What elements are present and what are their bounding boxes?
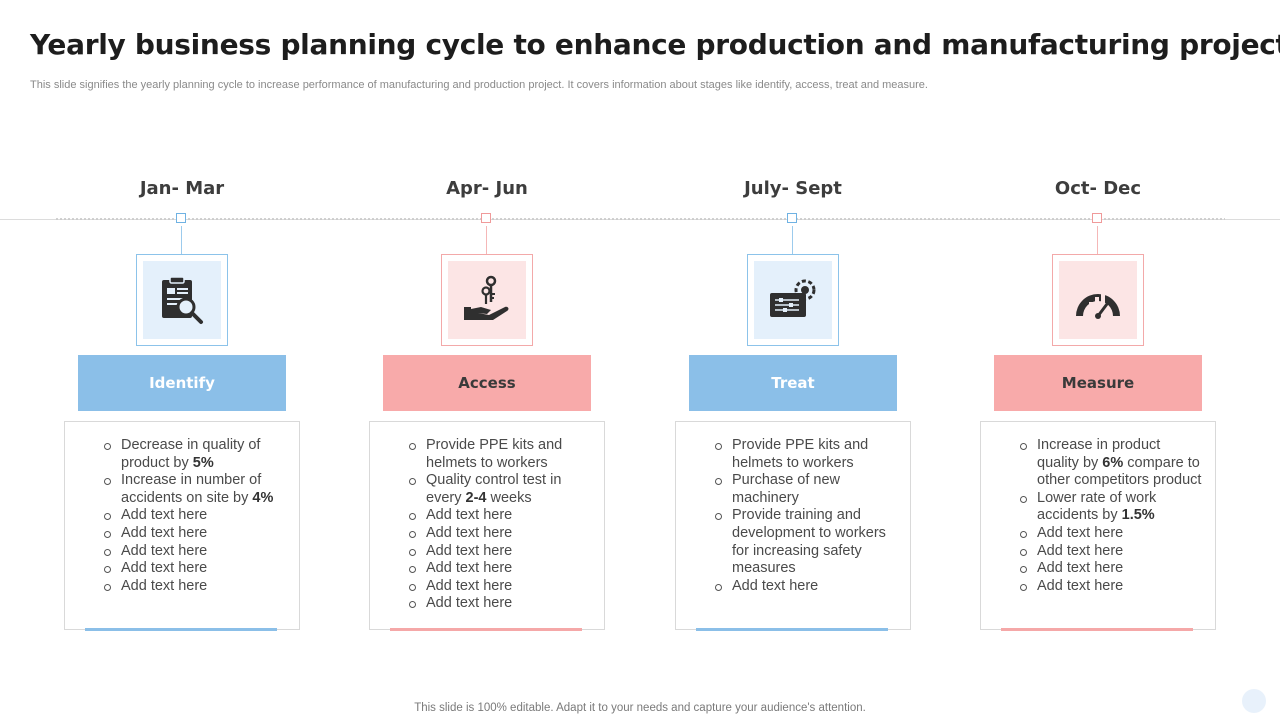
timeline-marker: [176, 213, 186, 223]
stage-card: Provide PPE kits and helmets to workers Q…: [369, 421, 605, 631]
card-accent-bar: [390, 628, 582, 631]
list-item: Add text here: [409, 507, 594, 525]
icon-frame: [136, 254, 228, 346]
list-item: Decrease in quality of product by 5%: [104, 437, 289, 472]
stage-label-identify: Identify: [78, 355, 286, 411]
list-item: Add text here: [1020, 560, 1205, 578]
list-item: Increase in product quality by 6% compar…: [1020, 437, 1205, 490]
timeline-marker: [787, 213, 797, 223]
connector-line: [1097, 226, 1098, 254]
card-accent-bar: [1001, 628, 1193, 631]
stage-label-treat: Treat: [689, 355, 897, 411]
list-item: Provide PPE kits and helmets to workers: [409, 437, 594, 472]
icon-frame: [747, 254, 839, 346]
stage-column-identify: Jan- Mar Identify Decrease in quality of…: [62, 0, 302, 720]
list-item: Quality control test in every 2-4 weeks: [409, 472, 594, 507]
list-item: Add text here: [1020, 543, 1205, 561]
stage-bullet-list: Decrease in quality of product by 5% Incr…: [65, 422, 299, 595]
card-accent-bar: [85, 628, 277, 631]
connector-line: [486, 226, 487, 254]
stage-bullet-list: Increase in product quality by 6% compar…: [981, 422, 1215, 595]
hand-keys-icon: [464, 275, 509, 320]
timeline-dotted-track: [55, 216, 1225, 222]
list-item: Add text here: [104, 543, 289, 561]
list-item: Add text here: [104, 560, 289, 578]
stage-card: Increase in product quality by 6% compar…: [980, 421, 1216, 631]
stage-card: Decrease in quality of product by 5% Incr…: [64, 421, 300, 631]
list-item: Add text here: [1020, 525, 1205, 543]
stage-column-access: Apr- Jun Access Provide PPE kits and hel…: [367, 0, 607, 720]
list-item: Add text here: [104, 507, 289, 525]
stage-bullet-list: Provide PPE kits and helmets to workers Q…: [370, 422, 604, 613]
list-item: Add text here: [104, 578, 289, 596]
period-label: Jan- Mar: [139, 178, 225, 199]
stage-column-measure: Oct- Dec Measure Increase in product qua…: [978, 0, 1218, 720]
list-item: Add text here: [409, 560, 594, 578]
footer-note: This slide is 100% editable. Adapt it to…: [414, 702, 866, 714]
connector-line: [181, 226, 182, 254]
corner-decoration: [1242, 689, 1266, 713]
page-title: Yearly business planning cycle to enhanc…: [30, 28, 1280, 61]
clipboard-search-icon: [162, 276, 203, 324]
list-item: Increase in number of accidents on site …: [104, 472, 289, 507]
list-item: Add text here: [409, 543, 594, 561]
list-item: Add text here: [409, 578, 594, 596]
stage-card: Provide PPE kits and helmets to workers P…: [675, 421, 911, 631]
control-panel-gear-icon: [770, 279, 816, 317]
list-item: Provide training and development to work…: [715, 507, 900, 577]
period-label: Apr- Jun: [446, 178, 528, 199]
icon-frame: [1052, 254, 1144, 346]
timeline-marker: [1092, 213, 1102, 223]
connector-line: [792, 226, 793, 254]
list-item: Add text here: [409, 525, 594, 543]
list-item: Lower rate of work accidents by 1.5%: [1020, 490, 1205, 525]
page-subtitle: This slide signifies the yearly planning…: [30, 79, 928, 91]
stage-bullet-list: Provide PPE kits and helmets to workers P…: [676, 422, 910, 595]
icon-frame: [441, 254, 533, 346]
gauge-chart-icon: [1076, 293, 1120, 319]
stage-column-treat: July- Sept Treat Provide PPE kits and he…: [673, 0, 913, 720]
list-item: Provide PPE kits and helmets to workers: [715, 437, 900, 472]
period-label: Oct- Dec: [1054, 178, 1142, 199]
list-item: Add text here: [1020, 578, 1205, 596]
period-label: July- Sept: [744, 178, 842, 199]
list-item: Add text here: [104, 525, 289, 543]
stage-label-measure: Measure: [994, 355, 1202, 411]
stage-label-access: Access: [383, 355, 591, 411]
card-accent-bar: [696, 628, 888, 631]
list-item: Add text here: [409, 595, 594, 613]
list-item: Purchase of new machinery: [715, 472, 900, 507]
timeline-marker: [481, 213, 491, 223]
list-item: Add text here: [715, 578, 900, 596]
